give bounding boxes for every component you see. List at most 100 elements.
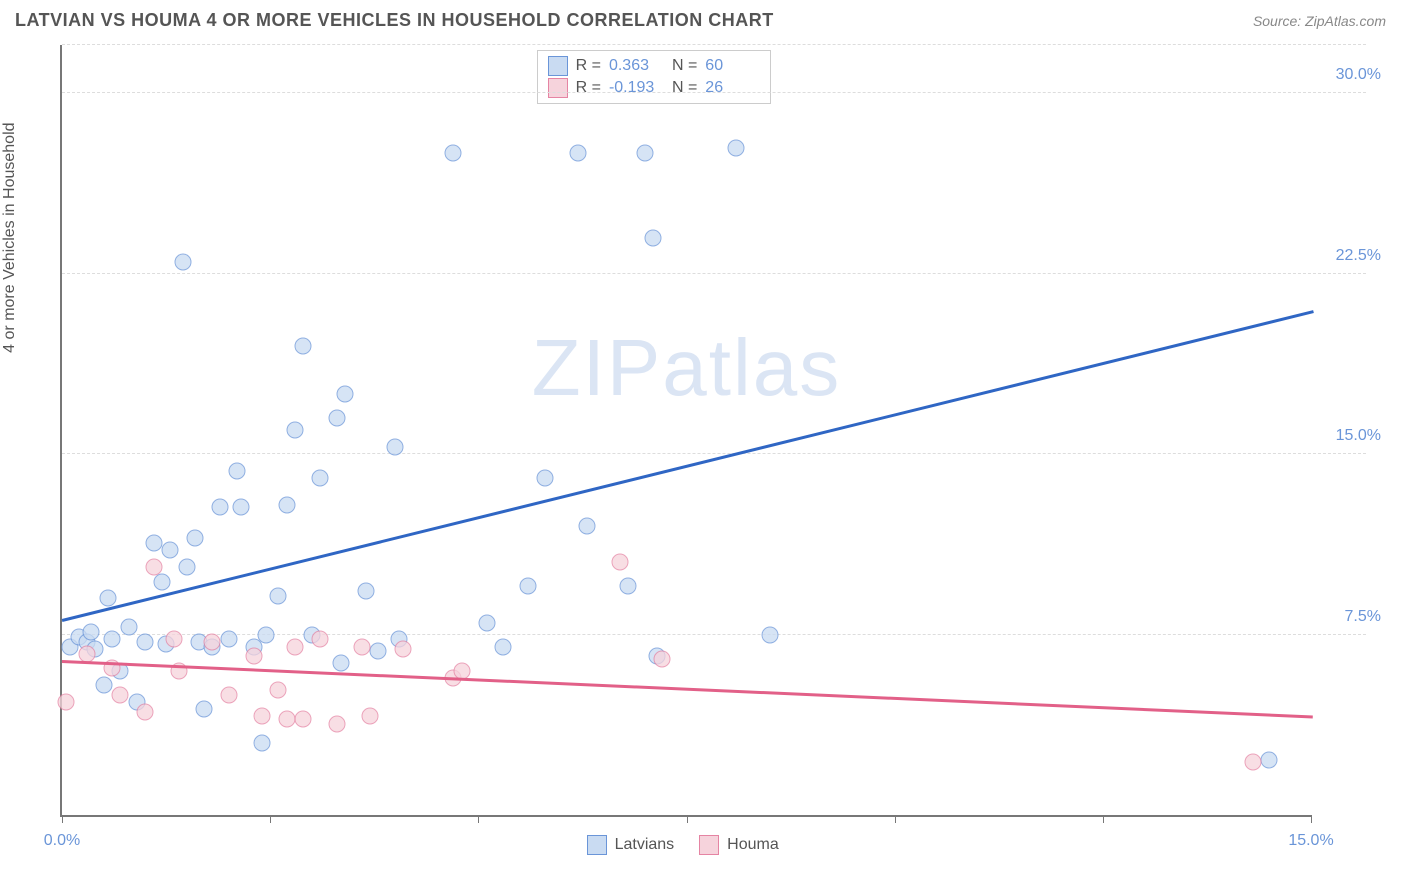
trend-line <box>62 660 1313 718</box>
data-point <box>83 624 100 641</box>
legend-label: Latvians <box>615 836 675 854</box>
data-point <box>328 715 345 732</box>
data-point <box>1261 751 1278 768</box>
data-point <box>328 409 345 426</box>
data-point <box>295 337 312 354</box>
data-point <box>536 470 553 487</box>
data-point <box>270 681 287 698</box>
source-attribution: Source: ZipAtlas.com <box>1253 13 1386 29</box>
x-tick <box>478 815 479 823</box>
y-tick-label: 7.5% <box>1345 608 1381 626</box>
data-point <box>570 145 587 162</box>
data-point <box>212 499 229 516</box>
legend-swatch <box>548 56 568 76</box>
data-point <box>395 640 412 657</box>
chart-container: 4 or more Vehicles in Household ZIPatlas… <box>40 45 1391 872</box>
data-point <box>478 614 495 631</box>
legend-stat-row: R =-0.193N =26 <box>548 77 761 99</box>
stats-legend: R =0.363N =60R =-0.193N =26 <box>537 50 772 104</box>
data-point <box>178 559 195 576</box>
data-point <box>145 535 162 552</box>
chart-title: LATVIAN VS HOUMA 4 OR MORE VEHICLES IN H… <box>15 10 774 31</box>
data-point <box>520 578 537 595</box>
data-point <box>166 631 183 648</box>
legend-item: Houma <box>699 835 779 855</box>
data-point <box>203 633 220 650</box>
data-point <box>245 648 262 665</box>
data-point <box>387 438 404 455</box>
x-tick-label: 15.0% <box>1288 832 1333 850</box>
data-point <box>153 573 170 590</box>
x-tick <box>1103 815 1104 823</box>
y-axis-label: 4 or more Vehicles in Household <box>1 122 19 352</box>
data-point <box>162 542 179 559</box>
data-point <box>620 578 637 595</box>
data-point <box>645 229 662 246</box>
data-point <box>362 708 379 725</box>
data-point <box>353 638 370 655</box>
data-point <box>357 583 374 600</box>
series-legend: Latvians Houma <box>587 835 779 855</box>
data-point <box>137 703 154 720</box>
legend-swatch <box>548 78 568 98</box>
data-point <box>761 626 778 643</box>
data-point <box>312 631 329 648</box>
data-point <box>312 470 329 487</box>
data-point <box>337 385 354 402</box>
data-point <box>228 462 245 479</box>
gridline <box>62 44 1366 45</box>
data-point <box>220 686 237 703</box>
x-tick <box>687 815 688 823</box>
data-point <box>1244 754 1261 771</box>
data-point <box>253 734 270 751</box>
data-point <box>278 496 295 513</box>
y-tick-label: 15.0% <box>1336 427 1381 445</box>
x-tick <box>1311 815 1312 823</box>
y-tick-label: 30.0% <box>1336 66 1381 84</box>
data-point <box>258 626 275 643</box>
data-point <box>332 655 349 672</box>
data-point <box>495 638 512 655</box>
y-tick-label: 22.5% <box>1336 247 1381 265</box>
data-point <box>653 650 670 667</box>
data-point <box>295 710 312 727</box>
data-point <box>578 518 595 535</box>
data-point <box>58 693 75 710</box>
data-point <box>103 631 120 648</box>
data-point <box>174 253 191 270</box>
data-point <box>253 708 270 725</box>
gridline <box>62 453 1366 454</box>
x-tick <box>62 815 63 823</box>
legend-label: Houma <box>727 836 779 854</box>
data-point <box>137 633 154 650</box>
trend-line <box>62 310 1314 621</box>
legend-stat-row: R =0.363N =60 <box>548 55 761 77</box>
data-point <box>611 554 628 571</box>
x-tick <box>895 815 896 823</box>
legend-swatch <box>587 835 607 855</box>
data-point <box>187 530 204 547</box>
data-point <box>287 422 304 439</box>
data-point <box>233 499 250 516</box>
data-point <box>370 643 387 660</box>
plot-area: ZIPatlas R =0.363N =60R =-0.193N =26 Lat… <box>60 45 1311 817</box>
data-point <box>278 710 295 727</box>
data-point <box>195 701 212 718</box>
x-tick <box>270 815 271 823</box>
gridline <box>62 92 1366 93</box>
legend-swatch <box>699 835 719 855</box>
data-point <box>270 588 287 605</box>
data-point <box>287 638 304 655</box>
data-point <box>636 145 653 162</box>
data-point <box>220 631 237 648</box>
data-point <box>445 145 462 162</box>
x-tick-label: 0.0% <box>44 832 80 850</box>
data-point <box>112 686 129 703</box>
data-point <box>78 645 95 662</box>
data-point <box>120 619 137 636</box>
data-point <box>728 140 745 157</box>
data-point <box>99 590 116 607</box>
legend-item: Latvians <box>587 835 675 855</box>
data-point <box>95 677 112 694</box>
watermark: ZIPatlas <box>532 322 841 414</box>
